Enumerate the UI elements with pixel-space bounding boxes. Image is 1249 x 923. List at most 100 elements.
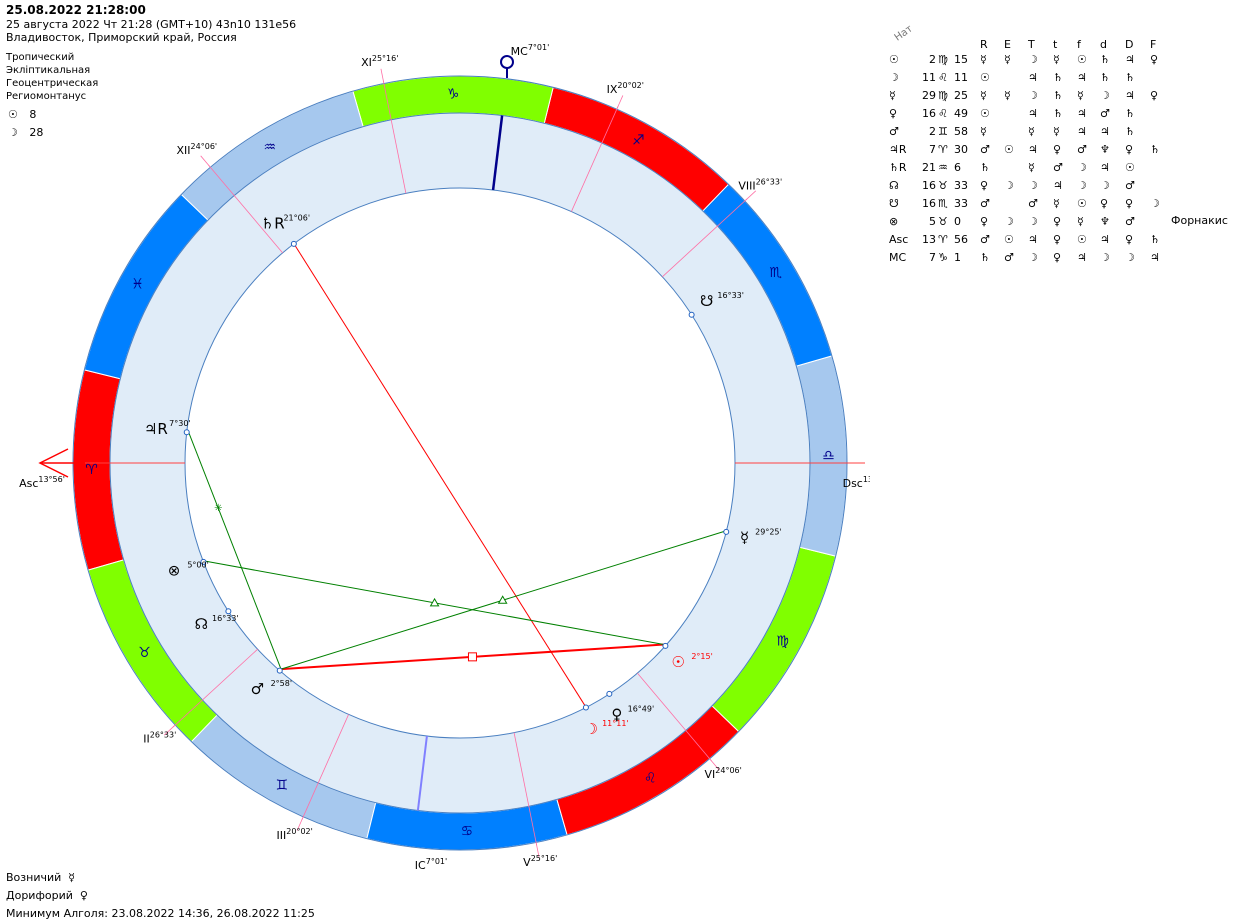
table-row-degree-6: 21	[922, 161, 936, 174]
table-col-header-2: T	[1028, 38, 1035, 51]
table-cell-10-0: ♂	[980, 233, 990, 246]
table-cell-0-1: ☿	[1004, 53, 1011, 66]
house-cusp-ic	[416, 735, 428, 811]
table-row-degree-11: 7	[929, 251, 936, 264]
table-row-sign-3: ♌	[938, 107, 948, 120]
table-cell-10-6: ♀	[1125, 233, 1134, 246]
table-cell-2-4: ☿	[1077, 89, 1084, 102]
planet-dot-jupiter	[183, 429, 190, 436]
planet-degree-north-node: 16°33'	[212, 614, 239, 623]
table-cell-3-2: ♃	[1028, 107, 1038, 120]
table-cell-10-3: ♀	[1053, 233, 1062, 246]
table-cell-7-0: ♀	[980, 179, 989, 192]
chart-datetime: 25.08.2022 21:28:00	[6, 3, 146, 17]
table-row-minute-8: 33	[954, 197, 968, 210]
cusp-degree-ix: 20°02'	[617, 80, 644, 89]
cusp-degree-xi: 25°16'	[372, 53, 399, 62]
aspect-line-sextile-4	[188, 432, 282, 670]
table-cell-8-6: ♀	[1125, 197, 1134, 210]
planet-dot-saturn	[290, 240, 297, 247]
table-col-header-7: F	[1150, 38, 1157, 51]
natal-chart-wheel: ♈ ♉ ♊ ♋ ♌ ♍ ♎ ♏ ♐ ♑ ♒ ♓ Asc13°56' II26°33' III20°02' IC…	[19, 43, 870, 873]
cusp-degree-viii: 26°33'	[756, 177, 783, 186]
table-row-degree-8: 16	[922, 197, 936, 210]
table-cell-2-7: ♀	[1150, 89, 1159, 102]
sign-glyph-taurus: ♉	[138, 645, 151, 661]
planet-degree-venus: 16°49'	[628, 704, 655, 713]
footer-line-3: Минимум Алголя: 23.08.2022 14:36, 26.08.…	[6, 907, 315, 920]
cusp-label-mc: MC7°01'	[511, 43, 550, 59]
table-row-degree-1: 11	[922, 71, 936, 84]
table-row-sign-2: ♍	[938, 89, 948, 102]
sign-glyph-cancer: ♋	[461, 823, 474, 839]
sun-count: ☉ 8	[8, 108, 37, 121]
table-cell-3-3: ♄	[1053, 107, 1063, 120]
house-cusp-v	[513, 732, 538, 846]
table-cell-2-1: ☿	[1004, 89, 1011, 102]
cusp-degree-ii: 26°33'	[150, 730, 177, 739]
cusp-label-v: V25°16'	[523, 854, 557, 870]
table-row-minute-4: 58	[954, 125, 968, 138]
mode-house-system: Региомонтанус	[6, 91, 87, 102]
table-cell-5-4: ♂	[1077, 143, 1087, 156]
table-row-sign-8: ♏	[938, 197, 948, 210]
table-row-sign-5: ♈	[938, 143, 948, 156]
cusp-degree-dsc: 13°56'	[863, 475, 870, 484]
table-cell-3-4: ♃	[1077, 107, 1087, 120]
sign-glyph-aquarius: ♒	[264, 139, 277, 155]
chart-details: 25 августа 2022 Чт 21:28 (GMT+10) 43n10 …	[6, 18, 297, 31]
cusp-label-dsc: Dsc13°56'	[843, 475, 870, 491]
table-col-header-4: f	[1077, 38, 1081, 51]
table-cell-2-5: ☽	[1100, 89, 1110, 102]
house-cusp-mc	[491, 115, 504, 191]
table-cell-11-3: ♀	[1053, 251, 1062, 264]
table-row-degree-4: 2	[929, 125, 936, 138]
table-cell-10-2: ♃	[1028, 233, 1038, 246]
planet-glyph-mercury: ☿	[740, 529, 749, 547]
table-cell-10-1: ☉	[1004, 233, 1014, 246]
table-row-sign-6: ♒	[938, 161, 948, 174]
sign-glyph-virgo: ♍	[776, 633, 789, 649]
cusp-label-vi: VI24°06'	[705, 765, 742, 781]
table-cell-0-4: ☉	[1077, 53, 1087, 66]
house-cusp-tick-ix	[616, 95, 624, 109]
cusp-label-ii: II26°33'	[143, 730, 176, 746]
table-cell-4-4: ♃	[1077, 125, 1087, 138]
sign-glyph-sagittarius: ♐	[632, 132, 645, 148]
table-cell-5-2: ♃	[1028, 143, 1038, 156]
table-row-planet-5: ♃R	[889, 143, 907, 156]
table-cell-6-5: ♃	[1100, 161, 1110, 174]
table-row-planet-7: ☊	[889, 179, 899, 192]
table-cell-3-6: ♄	[1125, 107, 1135, 120]
table-cell-2-6: ♃	[1125, 89, 1135, 102]
planet-degree-mars: 2°58'	[271, 679, 292, 688]
chart-place: Владивосток, Приморский край, Россия	[6, 31, 237, 44]
planet-glyph-part-of-fortune: ⊗	[168, 561, 181, 579]
table-cell-10-4: ☉	[1077, 233, 1087, 246]
table-cell-1-5: ♄	[1100, 71, 1110, 84]
table-cell-1-4: ♃	[1077, 71, 1087, 84]
table-cell-7-3: ♃	[1053, 179, 1063, 192]
table-cell-8-7: ☽	[1150, 197, 1160, 210]
planet-dot-moon	[582, 704, 589, 711]
table-cell-1-2: ♃	[1028, 71, 1038, 84]
table-cell-11-4: ♃	[1077, 251, 1087, 264]
table-cell-8-3: ☿	[1053, 197, 1060, 210]
table-row-planet-9: ⊗	[889, 215, 899, 228]
cusp-label-ix: IX20°02'	[607, 80, 644, 96]
sign-glyph-scorpio: ♏	[769, 265, 782, 281]
table-cell-6-4: ☽	[1077, 161, 1087, 174]
moon-count-value: 28	[29, 126, 44, 139]
house-cusp-vi	[637, 672, 712, 762]
house-cusp-tick-xii	[200, 155, 211, 167]
planet-dot-venus	[606, 690, 613, 697]
table-row-planet-11: MC	[889, 251, 907, 264]
table-cell-5-1: ☉	[1004, 143, 1014, 156]
cusp-degree-mc: 7°01'	[528, 43, 549, 52]
table-row-sign-1: ♌	[938, 71, 948, 84]
sign-glyph-pisces: ♓	[131, 277, 144, 293]
house-cusp-iii	[301, 714, 349, 820]
table-row-planet-4: ♂	[889, 125, 899, 138]
table-cell-6-0: ♄	[980, 161, 990, 174]
table-row-planet-8: ☋	[889, 197, 899, 210]
